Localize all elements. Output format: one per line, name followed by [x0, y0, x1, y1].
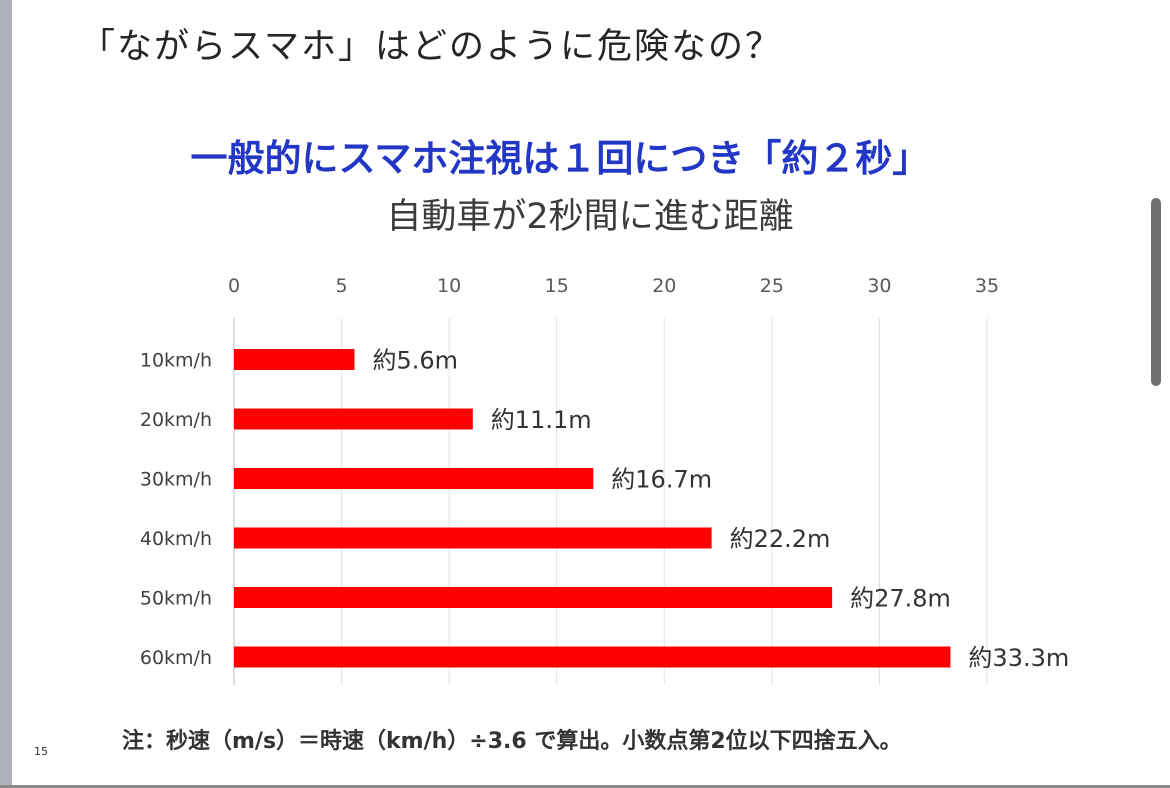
bar: [234, 527, 712, 549]
left-window-edge: [0, 0, 12, 788]
slide-title: 「ながらスマホ」はどのように危険なの？: [80, 27, 782, 67]
data-label: 約22.2m: [730, 525, 831, 553]
category-label: 10km/h: [140, 350, 212, 372]
bar: [234, 587, 833, 608]
x-tick-label: 10: [437, 275, 461, 297]
category-label: 30km/h: [140, 469, 212, 491]
scrollbar-track[interactable]: [1148, 0, 1170, 788]
x-tick-label: 5: [336, 275, 348, 297]
bar: [234, 468, 594, 489]
chart-footnote: 注：秒速（m/s）＝時速（km/h）÷3.6 で算出。小数点第2位以下四捨五入。: [122, 729, 902, 754]
chart-title: 一般的にスマホ注視は１回につき「約２秒」: [190, 137, 930, 180]
x-tick-label: 30: [867, 275, 891, 297]
data-label: 約5.6m: [372, 347, 458, 375]
x-tick-label: 0: [228, 275, 240, 297]
data-label: 約11.1m: [491, 406, 592, 434]
x-tick-label: 35: [975, 275, 999, 297]
x-tick-label: 15: [545, 275, 569, 297]
category-label: 20km/h: [140, 409, 212, 431]
chart-subtitle: 自動車が2秒間に進む距離: [386, 197, 794, 237]
x-tick-label: 25: [760, 275, 784, 297]
scrollbar-thumb[interactable]: [1151, 198, 1161, 386]
page-number: 15: [34, 745, 48, 758]
bar: [234, 646, 951, 668]
category-label: 50km/h: [140, 588, 212, 610]
x-tick-label: 20: [652, 275, 676, 297]
category-label: 60km/h: [140, 647, 212, 669]
bar: [234, 408, 473, 430]
bar: [234, 349, 355, 370]
bottom-window-edge: [0, 785, 1170, 788]
category-label: 40km/h: [140, 528, 212, 550]
data-label: 約16.7m: [611, 466, 712, 494]
data-label: 約27.8m: [850, 585, 951, 613]
data-label: 約33.3m: [968, 644, 1069, 672]
